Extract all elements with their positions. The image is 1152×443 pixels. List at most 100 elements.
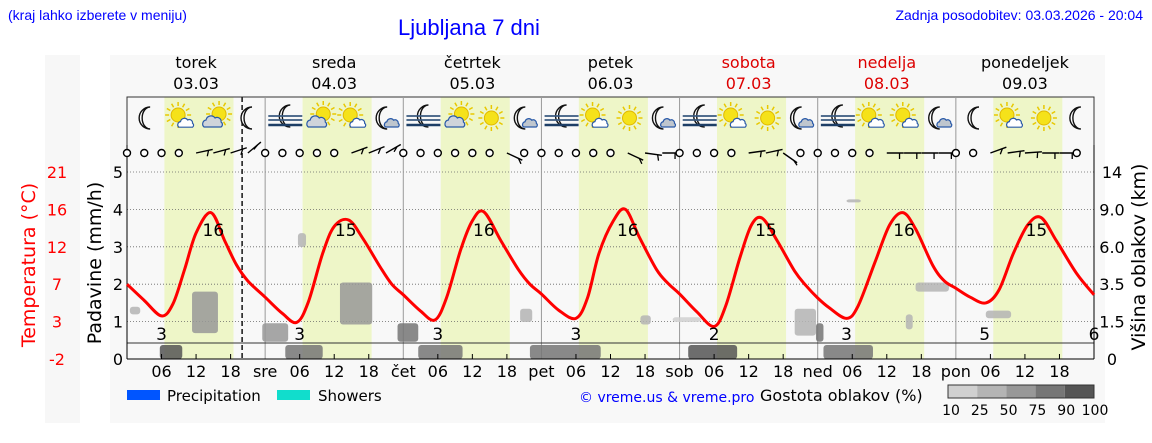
x-day-label: pon — [941, 362, 971, 381]
wind-calm-icon — [416, 148, 425, 158]
temp-tick-label: 21 — [47, 163, 67, 182]
cloud-height-tick-label: 6.0 — [1099, 238, 1124, 257]
wind-barb-icon — [385, 143, 402, 154]
wind-calm-icon — [606, 148, 615, 158]
daylight-band — [440, 97, 510, 359]
sun-small-cloud-icon — [579, 102, 609, 128]
wind-barb-icon — [627, 152, 644, 161]
cloud-density-level: 90 — [1057, 403, 1075, 419]
wind-calm-icon — [278, 148, 287, 158]
wind-barb-icon — [368, 145, 385, 154]
sun-small-cloud-icon — [717, 102, 747, 128]
wind-calm-icon — [813, 148, 822, 158]
wind-barb-tick — [776, 150, 780, 157]
wind-calm-icon — [848, 148, 857, 158]
cloud-patch — [262, 323, 289, 342]
wind-calm-icon — [174, 148, 184, 158]
wind-calm-icon — [140, 148, 149, 158]
cloud-patch — [285, 345, 323, 359]
cloud-patch — [672, 317, 701, 322]
day-name: sreda — [312, 53, 356, 72]
moon-icon — [967, 106, 980, 130]
cloud-patch — [297, 233, 307, 247]
moon-cloud-icon — [789, 106, 815, 130]
day-date: 06.03 — [588, 74, 634, 93]
sun-icon — [478, 105, 505, 131]
day-date: 07.03 — [726, 74, 772, 93]
x-tick-label: 06 — [428, 362, 448, 381]
moon-icon — [138, 106, 151, 130]
wind-barb-tick — [360, 148, 365, 155]
wind-barb-icon — [247, 141, 262, 154]
precip-axis-title: Padavine (mm/h) — [84, 182, 106, 345]
cloud-patch — [823, 345, 873, 359]
page-title: Ljubljana 7 dni — [398, 15, 540, 40]
day-date: 05.03 — [449, 74, 495, 93]
wind-barb-tick — [657, 154, 660, 161]
cloud-patch — [397, 323, 419, 342]
cloud-patch — [339, 282, 373, 325]
wind-calm-icon — [675, 148, 684, 158]
wind-barb-tick — [1018, 151, 1021, 158]
wind-barb-icon — [195, 148, 213, 154]
temp-tick-label: 16 — [47, 200, 67, 219]
wind-calm-icon — [554, 148, 563, 158]
credit-link[interactable]: © vreme.us & vreme.pro — [579, 390, 754, 406]
temperature-label: 15 — [335, 221, 357, 241]
wind-barb-tick — [759, 151, 762, 158]
wind-calm-icon — [485, 148, 494, 158]
cloud-height-tick-label: 0 — [1107, 350, 1117, 369]
wind-barb-icon — [990, 146, 1007, 154]
cloud-height-tick-label: 1.5 — [1099, 313, 1124, 332]
fog-moon-icon — [544, 104, 579, 128]
sun-icon — [754, 105, 781, 131]
wind-calm-icon — [589, 148, 598, 158]
showers-legend-label: Showers — [318, 387, 382, 405]
cloud-patch — [159, 345, 183, 359]
wind-calm-icon — [709, 148, 719, 158]
x-tick-label: 12 — [462, 362, 482, 381]
moon-cloud-icon — [928, 106, 953, 130]
x-day-label: pet — [528, 362, 554, 381]
x-tick-label: 18 — [911, 362, 931, 381]
temperature-label: 3 — [571, 325, 582, 345]
x-tick-label: 12 — [324, 362, 344, 381]
wind-barb-icon — [213, 147, 230, 154]
wind-calm-icon — [295, 148, 304, 158]
wind-calm-icon — [830, 148, 840, 158]
cloud-patch — [688, 345, 738, 359]
x-tick-label: 12 — [600, 362, 620, 381]
sun-small-cloud-icon — [889, 102, 919, 128]
wind-barb-icon — [230, 147, 247, 154]
wind-calm-icon — [537, 148, 546, 158]
day-name: petek — [588, 53, 634, 72]
wind-barb-icon — [748, 149, 766, 154]
cloud-patch — [640, 315, 651, 325]
day-name: nedelja — [857, 53, 916, 72]
temperature-label: 3 — [432, 325, 443, 345]
wind-barb-icon — [644, 152, 662, 157]
wind-calm-icon — [157, 148, 166, 158]
x-tick-label: 12 — [738, 362, 758, 381]
moon-icon — [1069, 106, 1081, 130]
wind-calm-icon — [571, 148, 581, 158]
x-tick-label: 18 — [220, 362, 240, 381]
precip-tick-label: 0 — [113, 350, 123, 369]
region-hint: (kraj lahko izberete v meniju) — [8, 7, 187, 23]
cloud-patch — [985, 310, 1012, 319]
precip-tick-label: 3 — [113, 238, 123, 257]
x-tick-label: 18 — [359, 362, 379, 381]
wind-barb-tick — [793, 159, 798, 166]
cloud-density-level: 75 — [1028, 403, 1046, 419]
day-date: 04.03 — [311, 74, 357, 93]
temp-tick-label: 12 — [47, 238, 67, 257]
temperature-label: 16 — [473, 221, 495, 241]
cloud-density-title: Gostota oblakov (%) — [760, 386, 923, 405]
temperature-label: 16 — [617, 221, 639, 241]
temperature-label: 3 — [841, 325, 852, 345]
cloud-density-frame — [947, 384, 1095, 399]
x-tick-label: 18 — [1049, 362, 1069, 381]
wind-barb-icon — [1007, 149, 1025, 154]
moon-cloud-icon — [651, 106, 677, 130]
